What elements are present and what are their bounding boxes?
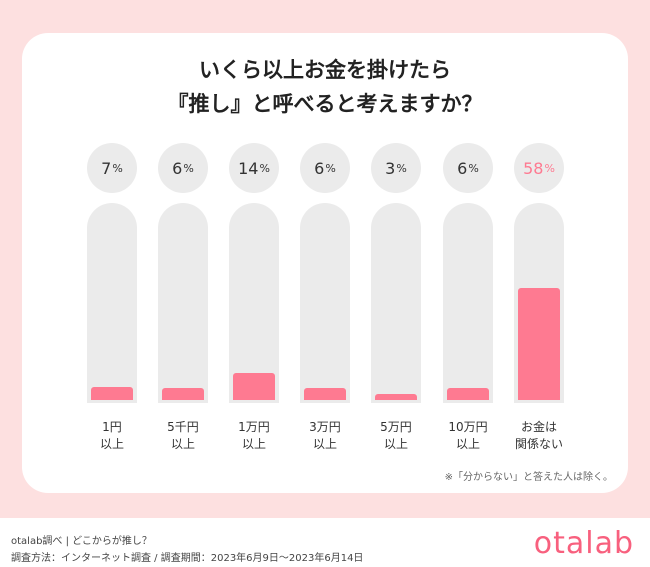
category-label: 1万円 以上 xyxy=(238,420,270,451)
bar xyxy=(447,388,489,400)
value-label: 3% xyxy=(371,143,421,193)
otalab-logo: otalab xyxy=(533,526,634,561)
bar-track xyxy=(371,203,421,403)
category-label: 5千円 以上 xyxy=(167,420,199,451)
value-label: 58% xyxy=(514,143,564,193)
value-unit: % xyxy=(325,161,336,175)
value-unit: % xyxy=(396,161,407,175)
bar-track xyxy=(443,203,493,403)
value-label: 6% xyxy=(300,143,350,193)
footer-source: otalab調べ | どこからが推し？ xyxy=(11,536,152,547)
category-label: 10万円 以上 xyxy=(448,420,488,451)
title-line-1: いくら以上お金を掛けたら xyxy=(199,58,451,82)
value-label: 6% xyxy=(443,143,493,193)
value-unit: % xyxy=(468,161,479,175)
category-label: 5万円 以上 xyxy=(380,420,412,451)
value-label: 14% xyxy=(229,143,279,193)
value-unit: % xyxy=(259,161,270,175)
value-number: 58 xyxy=(523,158,544,178)
value-number: 3 xyxy=(385,158,396,178)
category-label: お金は 関係ない xyxy=(514,420,563,451)
value-number: 6 xyxy=(172,158,183,178)
bar-track xyxy=(87,203,137,403)
value-number: 6 xyxy=(457,158,468,178)
chart-title: いくら以上お金を掛けたら 『推し』と呼べると考えますか？ xyxy=(0,53,650,121)
value-unit: % xyxy=(544,161,555,175)
bar xyxy=(518,288,560,400)
value-unit: % xyxy=(112,161,123,175)
value-label: 7% xyxy=(87,143,137,193)
title-line-2: 『推し』と呼べると考えますか？ xyxy=(167,92,483,116)
footnote: ※「分からない」と答えた人は除く。 xyxy=(444,472,613,483)
bar-track xyxy=(158,203,208,403)
bar xyxy=(91,386,133,400)
category-label: 3万円 以上 xyxy=(309,420,341,451)
bar-track xyxy=(300,203,350,403)
bar-track xyxy=(514,203,564,403)
bar xyxy=(375,394,417,400)
value-unit: % xyxy=(183,161,194,175)
footer-method: 調査方法：インターネット調査 / 調査期間：2023年6月9日〜2023年6月1… xyxy=(11,553,364,564)
value-number: 14 xyxy=(238,158,259,178)
bar xyxy=(304,388,346,400)
category-label: 1円 以上 xyxy=(99,420,124,451)
value-number: 6 xyxy=(314,158,325,178)
value-number: 7 xyxy=(101,158,112,178)
bar-track xyxy=(229,203,279,403)
bar xyxy=(233,372,275,400)
value-label: 6% xyxy=(158,143,208,193)
bar xyxy=(162,388,204,400)
